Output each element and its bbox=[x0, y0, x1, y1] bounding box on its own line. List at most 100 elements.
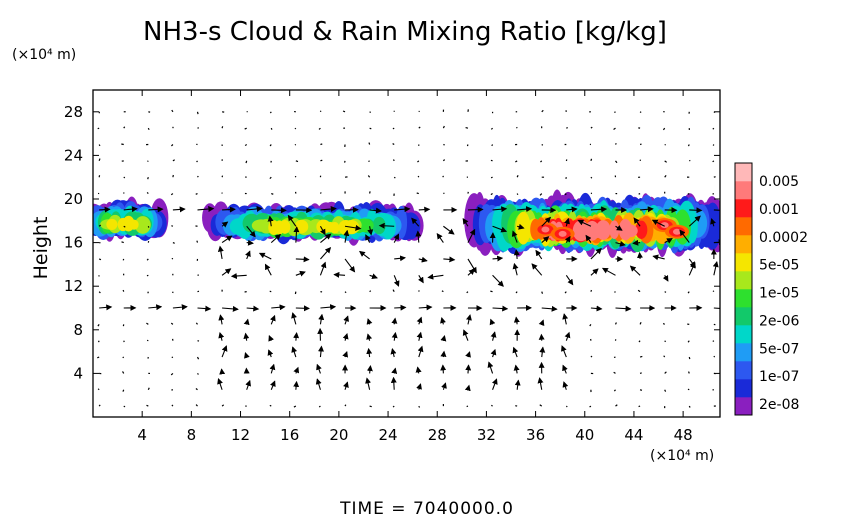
wind-vector bbox=[172, 206, 186, 213]
wind-vector bbox=[490, 127, 493, 130]
wind-vector bbox=[565, 274, 574, 286]
wind-vector bbox=[515, 160, 518, 163]
time-label: TIME = 7040000.0 bbox=[339, 499, 514, 519]
wind-vector bbox=[343, 315, 350, 325]
wind-vector bbox=[629, 265, 641, 276]
wind-vector bbox=[462, 217, 469, 227]
wind-vector bbox=[320, 247, 332, 260]
wind-vector bbox=[712, 127, 715, 130]
wind-vector bbox=[712, 160, 715, 163]
wind-vector bbox=[590, 206, 608, 213]
wind-vector bbox=[392, 159, 395, 162]
wind-vector bbox=[487, 361, 494, 374]
wind-vector bbox=[492, 305, 509, 312]
wind-vector bbox=[689, 207, 703, 214]
wind-vector bbox=[197, 373, 199, 375]
wind-vector bbox=[197, 175, 199, 178]
wind-vector bbox=[416, 383, 422, 390]
wind-vector bbox=[123, 126, 126, 129]
wind-vector bbox=[637, 251, 643, 259]
wind-vector bbox=[712, 193, 715, 195]
cloud-cell bbox=[380, 214, 396, 240]
wind-vector bbox=[517, 206, 533, 213]
wind-vector bbox=[295, 256, 310, 263]
wind-vector bbox=[652, 254, 665, 261]
wind-vector bbox=[712, 290, 715, 293]
wind-vector bbox=[170, 322, 174, 325]
wind-vector bbox=[218, 331, 225, 341]
wind-vector bbox=[566, 206, 578, 213]
wind-vector bbox=[171, 225, 174, 227]
wind-vector bbox=[688, 356, 691, 360]
wind-vector bbox=[639, 389, 643, 391]
wind-vector bbox=[245, 250, 251, 260]
wind-vector bbox=[369, 207, 382, 214]
wind-vector bbox=[269, 111, 272, 114]
wind-vector bbox=[513, 316, 520, 325]
wind-vector bbox=[710, 218, 716, 227]
wind-vector bbox=[516, 175, 519, 178]
wind-vector bbox=[270, 127, 273, 130]
wind-vector bbox=[268, 334, 274, 342]
wind-vector bbox=[688, 258, 696, 268]
wind-vector bbox=[344, 291, 347, 294]
cloud-field bbox=[93, 189, 720, 258]
wind-vector bbox=[541, 109, 544, 113]
chart-title: NH3-s Cloud & Rain Mixing Ratio [kg/kg] bbox=[143, 17, 667, 47]
wind-vector bbox=[295, 270, 306, 277]
wind-vector bbox=[293, 380, 300, 390]
wind-vector bbox=[319, 261, 327, 276]
wind-vector bbox=[639, 372, 642, 374]
wind-vector bbox=[651, 219, 665, 227]
wind-vector bbox=[639, 322, 642, 325]
wind-vector bbox=[318, 345, 324, 358]
wind-vector bbox=[122, 356, 125, 359]
wind-vector bbox=[490, 331, 497, 341]
colorbar-swatch bbox=[735, 235, 752, 254]
colorbar-swatch bbox=[735, 361, 752, 380]
wind-vector bbox=[146, 404, 149, 407]
wind-vector bbox=[121, 241, 124, 244]
colorbar-swatch bbox=[735, 271, 752, 290]
wind-vector bbox=[148, 304, 163, 311]
wind-vector bbox=[98, 158, 101, 162]
wind-vector bbox=[293, 226, 300, 243]
wind-vector bbox=[319, 225, 326, 236]
wind-vector bbox=[615, 160, 618, 164]
wind-vector bbox=[97, 340, 100, 343]
colorbar-label: 2e-08 bbox=[759, 397, 799, 413]
colorbar-swatch bbox=[735, 163, 752, 182]
wind-vector bbox=[291, 346, 298, 358]
wind-vector bbox=[393, 176, 396, 179]
wind-vector bbox=[614, 291, 616, 293]
wind-vector bbox=[271, 304, 286, 311]
wind-vector bbox=[342, 332, 349, 341]
wind-vector bbox=[564, 235, 571, 243]
colorbar-swatch bbox=[735, 199, 752, 218]
wind-vector bbox=[319, 192, 322, 194]
wind-vector bbox=[590, 268, 599, 276]
cloud-cell bbox=[635, 220, 648, 239]
wind-vector bbox=[98, 258, 102, 261]
x-tick-label: 4 bbox=[137, 426, 147, 444]
wind-vector bbox=[541, 291, 544, 294]
wind-vector bbox=[123, 340, 125, 343]
wind-vector bbox=[613, 127, 616, 130]
wind-vector bbox=[687, 340, 690, 343]
wind-vector bbox=[170, 372, 174, 376]
wind-vector bbox=[146, 191, 149, 194]
wind-vector bbox=[462, 329, 469, 341]
x-tick-label: 36 bbox=[526, 426, 545, 444]
wind-vector bbox=[564, 193, 567, 196]
wind-vector bbox=[98, 291, 101, 294]
wind-vector bbox=[490, 290, 493, 293]
y-tick-label: 28 bbox=[64, 103, 83, 121]
wind-vector bbox=[632, 239, 641, 246]
colorbar-label: 1e-07 bbox=[759, 369, 799, 385]
wind-vector bbox=[440, 334, 447, 342]
wind-vector bbox=[538, 319, 545, 327]
wind-vector bbox=[562, 313, 569, 325]
wind-vector bbox=[615, 142, 617, 145]
wind-vector bbox=[394, 255, 407, 262]
wind-vector bbox=[466, 291, 469, 294]
